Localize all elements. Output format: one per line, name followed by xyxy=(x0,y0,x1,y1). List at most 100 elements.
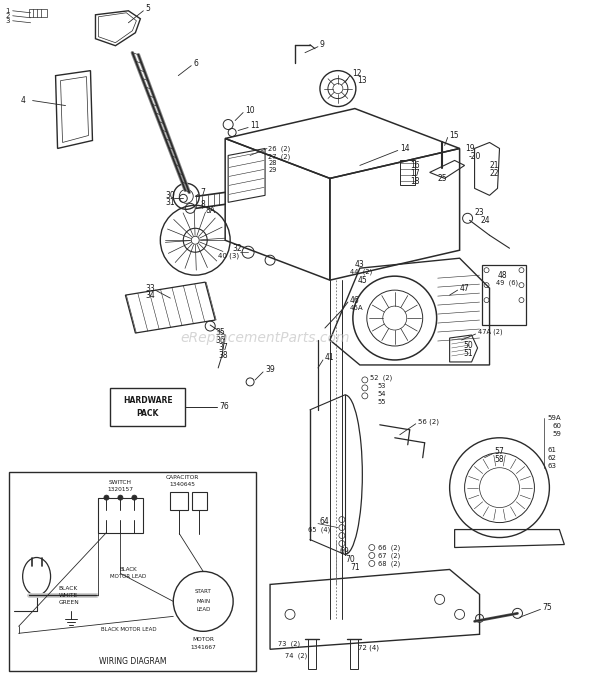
Bar xyxy=(308,639,316,670)
Text: 21: 21 xyxy=(490,161,499,170)
Text: 12: 12 xyxy=(352,69,361,78)
Text: 11: 11 xyxy=(250,121,260,130)
Text: 1341667: 1341667 xyxy=(191,646,216,650)
Text: START: START xyxy=(195,589,212,594)
Text: 15: 15 xyxy=(450,131,459,140)
Text: 67  (2): 67 (2) xyxy=(378,552,400,559)
Text: 64: 64 xyxy=(320,517,330,526)
Text: 35: 35 xyxy=(215,327,225,337)
Text: 37: 37 xyxy=(218,344,228,353)
Text: SWITCH: SWITCH xyxy=(109,480,132,485)
Text: MOTOR: MOTOR xyxy=(192,637,214,642)
Circle shape xyxy=(104,495,109,500)
Text: WIRING DIAGRAM: WIRING DIAGRAM xyxy=(99,657,166,665)
Text: 47: 47 xyxy=(460,283,470,293)
Text: 23: 23 xyxy=(474,208,484,217)
Text: eReplacementParts.com: eReplacementParts.com xyxy=(181,331,350,345)
Text: 5: 5 xyxy=(145,4,150,13)
Text: 54: 54 xyxy=(378,391,386,397)
Text: 13: 13 xyxy=(357,76,366,85)
Bar xyxy=(110,388,185,426)
Text: 1320157: 1320157 xyxy=(107,486,133,492)
Text: GREEN: GREEN xyxy=(58,600,79,605)
Text: MOTOR LEAD: MOTOR LEAD xyxy=(110,574,146,580)
Text: 26  (2): 26 (2) xyxy=(268,145,290,152)
Text: 55: 55 xyxy=(378,399,386,405)
Text: 29: 29 xyxy=(268,167,277,174)
Text: 47A (2): 47A (2) xyxy=(477,329,502,335)
Text: 71: 71 xyxy=(350,563,359,572)
Text: 39: 39 xyxy=(265,366,275,375)
Text: 76: 76 xyxy=(219,403,229,412)
Text: 75: 75 xyxy=(542,603,552,612)
Text: 10: 10 xyxy=(245,106,255,115)
Text: 22: 22 xyxy=(490,169,499,178)
Text: 72 (4): 72 (4) xyxy=(358,644,379,650)
Text: 1: 1 xyxy=(6,8,10,14)
Text: 8A: 8A xyxy=(205,206,215,215)
Text: 57: 57 xyxy=(494,447,504,456)
Text: 33: 33 xyxy=(145,283,155,293)
Text: 31: 31 xyxy=(165,198,175,207)
Text: 46: 46 xyxy=(350,296,360,305)
Text: 56 (2): 56 (2) xyxy=(418,418,439,425)
Text: 43: 43 xyxy=(355,260,365,269)
Text: 59A: 59A xyxy=(548,415,561,421)
Text: 45: 45 xyxy=(358,276,368,285)
Text: 4: 4 xyxy=(21,96,25,105)
Text: 40 (3): 40 (3) xyxy=(218,253,240,259)
Text: 63: 63 xyxy=(548,463,556,469)
Bar xyxy=(9,472,256,671)
Text: 74  (2): 74 (2) xyxy=(285,652,307,659)
Text: 73  (2): 73 (2) xyxy=(278,640,300,646)
Text: 34: 34 xyxy=(145,291,155,300)
Text: 46A: 46A xyxy=(350,305,363,311)
Text: BLACK MOTOR LEAD: BLACK MOTOR LEAD xyxy=(100,627,156,632)
Text: 49  (6): 49 (6) xyxy=(496,280,517,286)
Text: 27  (2): 27 (2) xyxy=(268,153,290,160)
Text: LEAD: LEAD xyxy=(196,607,211,613)
Text: 65  (4): 65 (4) xyxy=(308,526,330,533)
Text: 17: 17 xyxy=(409,169,419,178)
Text: 62: 62 xyxy=(548,455,556,461)
Text: 53: 53 xyxy=(378,383,386,389)
Text: 36: 36 xyxy=(215,335,225,344)
Text: 32: 32 xyxy=(232,244,242,252)
Text: 18: 18 xyxy=(409,177,419,186)
Text: 8: 8 xyxy=(200,200,205,209)
Bar xyxy=(481,265,526,325)
Text: -20: -20 xyxy=(468,152,481,161)
Bar xyxy=(350,639,358,670)
Text: BLACK: BLACK xyxy=(58,586,78,591)
Text: 28: 28 xyxy=(268,161,277,167)
Text: 38: 38 xyxy=(218,351,228,360)
Text: 58: 58 xyxy=(494,456,504,464)
Text: 44  (2): 44 (2) xyxy=(350,269,372,275)
Text: 16: 16 xyxy=(409,161,419,170)
Text: CAPACITOR: CAPACITOR xyxy=(166,475,199,480)
Bar xyxy=(99,497,143,532)
Circle shape xyxy=(118,495,123,500)
Text: 70: 70 xyxy=(345,555,355,564)
Circle shape xyxy=(132,495,137,500)
Text: 30: 30 xyxy=(165,191,175,200)
Text: 52  (2): 52 (2) xyxy=(370,375,392,381)
Text: 24: 24 xyxy=(481,216,490,225)
Text: 68  (2): 68 (2) xyxy=(378,560,400,567)
Bar xyxy=(400,161,415,185)
Text: 51: 51 xyxy=(464,349,473,359)
Text: 61: 61 xyxy=(548,447,556,453)
Bar xyxy=(192,492,207,510)
Text: 19: 19 xyxy=(466,144,475,153)
Text: 14: 14 xyxy=(400,144,409,153)
Text: 41: 41 xyxy=(325,353,335,362)
Text: BLACK: BLACK xyxy=(120,567,137,572)
Text: 6: 6 xyxy=(194,59,198,68)
Text: 2: 2 xyxy=(6,13,10,19)
Text: 1340645: 1340645 xyxy=(169,482,195,486)
Text: 9: 9 xyxy=(320,40,325,49)
Text: 69: 69 xyxy=(340,547,350,556)
Text: 50: 50 xyxy=(464,342,473,351)
Text: 25: 25 xyxy=(438,174,447,183)
Bar xyxy=(29,9,47,16)
